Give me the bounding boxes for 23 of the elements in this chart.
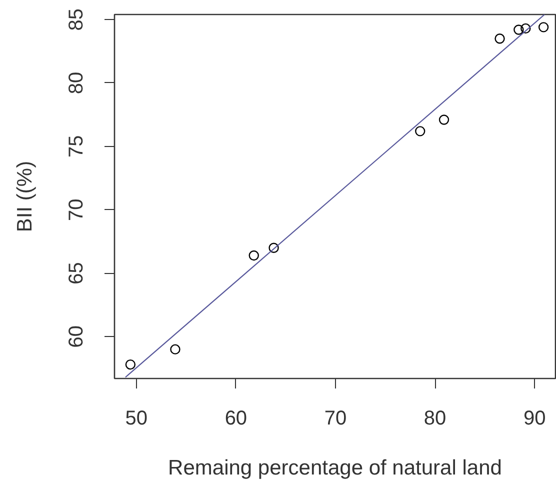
point xyxy=(538,22,549,32)
y-tick-label: 70 xyxy=(66,198,88,221)
y-axis-title: BII ((%) xyxy=(14,160,36,232)
point xyxy=(514,24,524,35)
y-tick-label: 75 xyxy=(66,135,88,158)
x-tick-label: 80 xyxy=(424,408,446,430)
point xyxy=(248,250,259,261)
point xyxy=(520,23,531,34)
x-axis-title: Remaing percentage of natural land xyxy=(168,456,502,480)
y-tick-label: 80 xyxy=(66,72,88,94)
point xyxy=(415,126,426,136)
point xyxy=(125,359,136,370)
y-tick-label: 65 xyxy=(66,262,88,284)
x-tick-label: 60 xyxy=(224,408,248,430)
y-tick-label: 60 xyxy=(66,326,88,348)
point xyxy=(170,344,180,354)
x-tick-label: 90 xyxy=(523,408,546,430)
y-tick-label: 85 xyxy=(66,8,88,31)
x-tick-label: 50 xyxy=(125,408,148,430)
point xyxy=(268,242,279,253)
point xyxy=(494,34,505,44)
point xyxy=(438,114,450,125)
x-tick-label: 70 xyxy=(324,408,347,430)
